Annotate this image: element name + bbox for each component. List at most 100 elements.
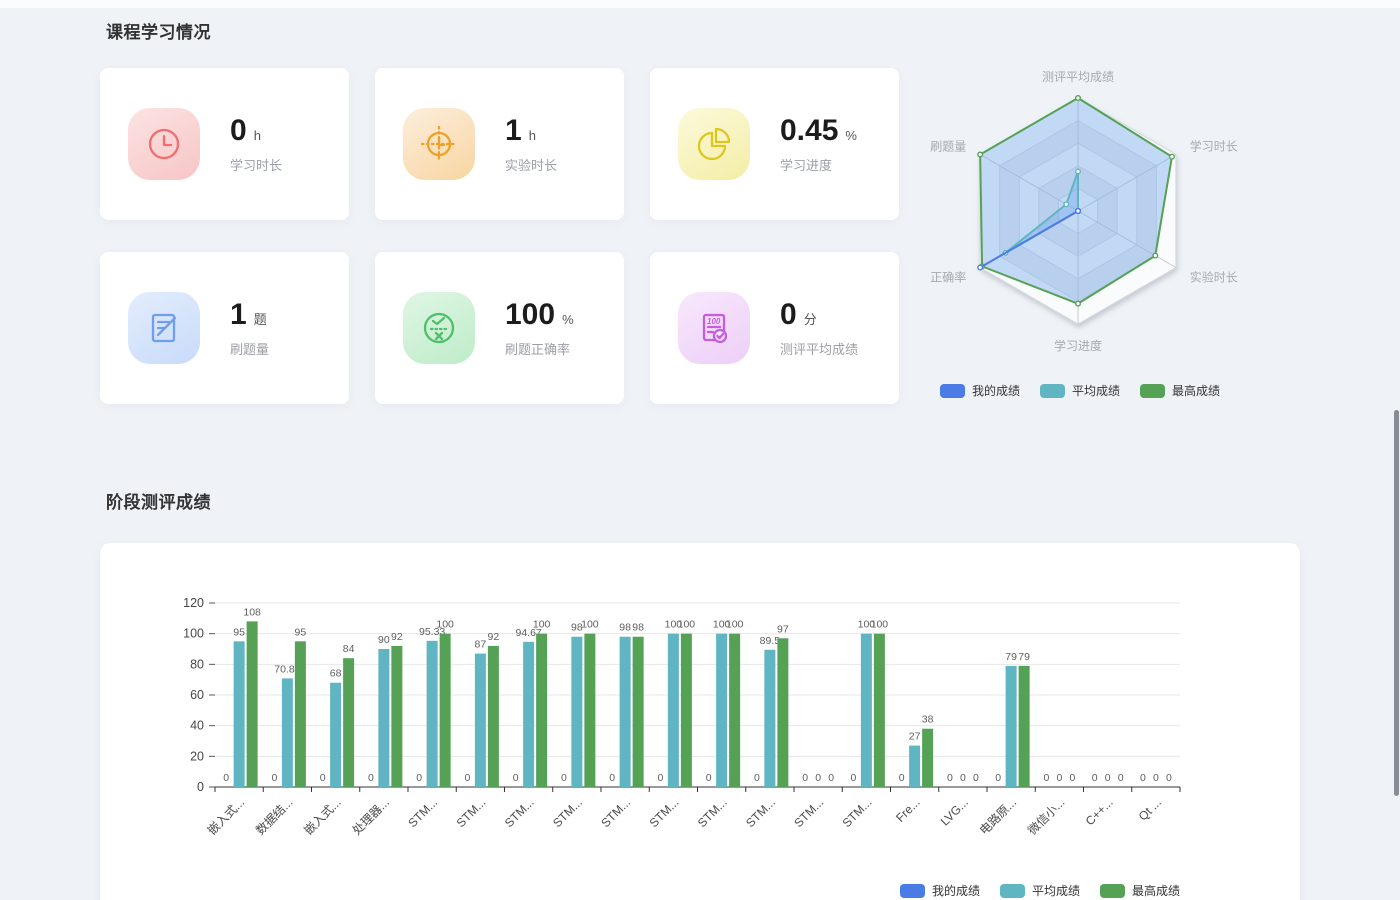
x-axis-label: C++...: [1083, 795, 1116, 828]
legend-item[interactable]: 平均成绩: [999, 882, 1080, 899]
bar-value-label: 0: [1153, 772, 1159, 784]
stage-score-panel: 0 20 40 60 80 100 120 嵌入式... 数据结... 嵌入式... 处理器... S…: [100, 543, 1300, 900]
bar-series-2: [343, 658, 355, 787]
legend-marker: [1099, 883, 1125, 898]
experiment-clock-icon: [403, 108, 475, 180]
radar-chart: 测评平均成绩 学习时长 实验时长 学习进度 正确率 刷题量: [920, 48, 1300, 378]
accuracy-check-icon: [403, 292, 475, 364]
bar-series-1: [667, 633, 679, 787]
legend-item[interactable]: 最高成绩: [1099, 882, 1180, 899]
legend-marker: [1039, 383, 1065, 398]
radar-axis-label: 实验时长: [1190, 270, 1238, 285]
bar-series-2: [391, 645, 403, 787]
y-axis-label: 60: [190, 688, 204, 702]
x-axis-label: STM...: [840, 795, 875, 830]
bar-value-label: 0: [1056, 772, 1062, 784]
bar-value-label: 95.33: [419, 626, 445, 638]
bar-value-label: 92: [488, 631, 500, 643]
svg-text:100: 100: [707, 317, 721, 326]
x-axis-label: STM...: [550, 795, 585, 830]
legend-label: 最高成绩: [1172, 384, 1221, 398]
bar-value-label: 0: [1140, 772, 1146, 784]
bar-value-label: 0: [368, 772, 374, 784]
radar-axis-line: [1077, 154, 1177, 212]
stat-unit: 题: [253, 312, 267, 327]
section-title-learning: 课程学习情况: [106, 23, 211, 42]
bar-value-label: 0: [1069, 772, 1075, 784]
stat-unit: h: [528, 128, 536, 143]
stat-unit: %: [562, 312, 574, 327]
stat-value: 0: [230, 114, 247, 147]
bar-value-label: 0: [995, 772, 1001, 784]
bar-series-1: [1005, 665, 1017, 787]
exercise-edit-icon: [128, 292, 200, 364]
x-axis-label: 嵌入式...: [301, 795, 343, 837]
legend-label: 我的成绩: [931, 884, 980, 898]
stat-label: 刷题正确率: [505, 342, 571, 357]
bar-series-1: [474, 653, 486, 787]
bar-value-label: 0: [1166, 772, 1172, 784]
bar-series-1: [571, 636, 583, 787]
bar-series-1: [378, 649, 390, 787]
x-axis-label: STM...: [502, 795, 537, 830]
bar-value-label: 0: [609, 772, 615, 784]
x-axis-label: 处理器...: [350, 795, 392, 837]
progress-pie-icon: [678, 108, 750, 180]
scrollbar-thumb[interactable]: [1394, 410, 1399, 796]
legend-item[interactable]: 平均成绩: [1039, 382, 1120, 399]
radar-point: [1168, 153, 1175, 160]
bar-value-label: 87: [475, 639, 487, 651]
x-axis-label: STM...: [791, 795, 826, 830]
stat-card-lab-hours: 1 h 实验时长: [375, 68, 624, 220]
legend-item[interactable]: 我的成绩: [939, 382, 1020, 399]
bar-value-label: 100: [436, 619, 454, 631]
legend-label: 平均成绩: [1031, 884, 1080, 898]
radar-axis-label: 学习时长: [1190, 139, 1238, 154]
bar-series-1: [426, 640, 438, 787]
radar-axis-label: 学习进度: [1054, 338, 1102, 353]
bar-value-label: 79: [1005, 651, 1017, 663]
bar-chart-legend: 我的成绩 平均成绩 最高成绩: [899, 882, 1180, 899]
y-axis-label: 40: [190, 719, 204, 733]
x-axis-label: 微信小...: [1025, 795, 1067, 837]
stat-card-progress: 0.45 % 学习进度: [650, 68, 899, 220]
bar-value-label: 27: [909, 731, 921, 743]
bar-series-2: [680, 633, 692, 787]
bar-value-label: 79: [1018, 651, 1030, 663]
radar-legend: 我的成绩 平均成绩 最高成绩: [920, 382, 1240, 399]
bar-series-2: [246, 621, 258, 787]
bar-value-label: 0: [1105, 772, 1111, 784]
bar-series-2: [777, 638, 789, 787]
radar-point: [1063, 201, 1070, 208]
bar-value-label: 0: [899, 772, 905, 784]
bar-value-label: 70.83: [274, 663, 300, 675]
bar-value-label: 98: [632, 622, 644, 634]
bar-value-label: 0: [513, 772, 519, 784]
bar-value-label: 0: [1092, 772, 1098, 784]
bar-value-label: 0: [973, 772, 979, 784]
bar-series-1: [860, 633, 872, 787]
bar-value-label: 90: [378, 634, 390, 646]
bar-value-label: 97: [777, 623, 789, 635]
score-sheet-icon: 100: [678, 292, 750, 364]
bar-value-label: 0: [223, 772, 229, 784]
bar-value-label: 100: [665, 619, 683, 631]
stat-label: 学习进度: [780, 158, 833, 173]
legend-item[interactable]: 我的成绩: [899, 882, 980, 899]
legend-item[interactable]: 最高成绩: [1140, 382, 1220, 399]
bar-value-label: 0: [828, 772, 834, 784]
bar-value-label: 0: [561, 772, 567, 784]
y-axis-label: 20: [190, 749, 204, 763]
stat-card-accuracy: 100 % 刷题正确率: [375, 252, 624, 404]
bar-value-label: 0: [1043, 772, 1049, 784]
x-axis-label: STM...: [647, 795, 682, 830]
stat-value: 1: [230, 298, 247, 331]
bar-series-1: [619, 636, 631, 787]
radar-axis-label: 刷题量: [930, 140, 966, 154]
x-axis-label: STM...: [598, 795, 633, 830]
y-axis-label: 120: [183, 596, 204, 610]
bar-value-label: 0: [960, 772, 966, 784]
bar-value-label: 0: [1118, 772, 1124, 784]
bar-series-2: [536, 633, 548, 787]
